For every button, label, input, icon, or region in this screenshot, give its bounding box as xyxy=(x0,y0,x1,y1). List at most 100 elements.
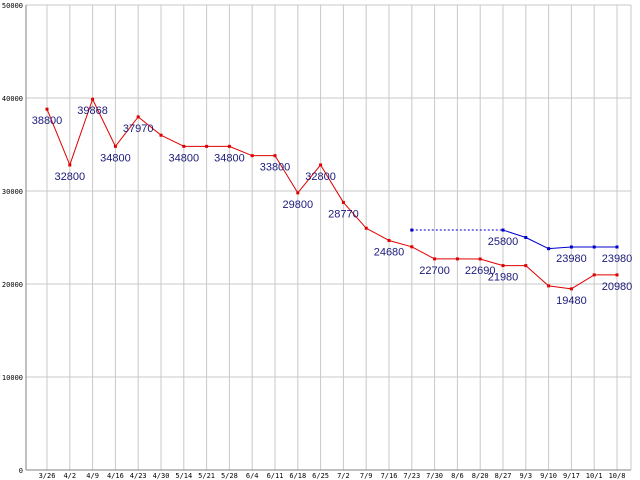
data-label: 25800 xyxy=(488,236,519,248)
data-label: 37970 xyxy=(123,123,154,135)
data-label: 29800 xyxy=(283,199,314,211)
data-label: 23980 xyxy=(602,253,633,265)
data-label: 39868 xyxy=(77,105,108,117)
series-0-point xyxy=(615,273,619,277)
x-tick-label: 9/3 xyxy=(519,472,532,480)
x-tick-label: 7/2 xyxy=(337,472,350,480)
data-label: 34800 xyxy=(169,152,200,164)
series-0-segment xyxy=(388,239,412,248)
series-0-point xyxy=(433,257,437,261)
x-tick-label: 10/8 xyxy=(609,472,626,480)
x-tick-label: 6/4 xyxy=(246,472,259,480)
series-0-point xyxy=(455,257,459,261)
series-1-segment xyxy=(548,246,572,250)
y-tick-labels: 0 10000 20000 30000 40000 50000 xyxy=(2,2,23,475)
series-0-point xyxy=(547,284,551,288)
data-label: 28770 xyxy=(328,208,359,220)
grid xyxy=(26,4,631,471)
series-0-point xyxy=(250,154,254,158)
series-0-segment xyxy=(46,108,71,166)
y-tick-label: 0 xyxy=(19,467,23,475)
series-0-segment xyxy=(548,285,572,290)
series-0-point xyxy=(205,144,209,148)
y-tick-label: 40000 xyxy=(2,95,23,103)
series-0-point xyxy=(319,163,323,167)
x-tick-label: 3/26 xyxy=(39,472,56,480)
series-0-point xyxy=(524,264,528,268)
series-0-point xyxy=(341,200,345,204)
y-tick-label: 10000 xyxy=(2,374,23,382)
data-labels: 38800 32800 39868 34800 37970 34800 34800 33800… xyxy=(32,105,633,307)
series-0-segment xyxy=(480,258,504,267)
data-label: 33800 xyxy=(260,162,291,174)
data-label: 19480 xyxy=(556,295,587,307)
y-tick-label: 20000 xyxy=(2,281,23,289)
x-tick-label: 6/25 xyxy=(312,472,329,480)
series-0-point xyxy=(387,238,391,242)
x-tick-label: 10/1 xyxy=(586,472,603,480)
series-0-point xyxy=(113,144,117,148)
series-0-segment xyxy=(92,99,116,147)
series xyxy=(45,97,619,291)
x-tick-label: 8/27 xyxy=(495,472,512,480)
series-0-segment xyxy=(160,134,185,147)
series-1-segment xyxy=(525,237,549,250)
series-0-segment xyxy=(320,164,344,203)
series-0-segment xyxy=(229,145,253,157)
data-label: 22700 xyxy=(419,265,450,277)
series-0-point xyxy=(68,163,72,167)
y-tick-label: 30000 xyxy=(2,188,23,196)
x-tick-label: 9/17 xyxy=(563,472,580,480)
series-1-point xyxy=(547,247,551,251)
series-1-point xyxy=(410,228,414,232)
series-1-point xyxy=(569,245,573,249)
data-label: 32800 xyxy=(305,171,336,183)
axes xyxy=(25,5,632,471)
data-label: 24680 xyxy=(374,246,405,258)
series-0-point xyxy=(569,287,573,291)
series-0-segment xyxy=(297,164,321,194)
series-0-point xyxy=(592,273,596,277)
data-label: 20980 xyxy=(602,281,633,293)
series-0-point xyxy=(227,144,231,148)
x-tick-label: 7/30 xyxy=(426,472,443,480)
data-label: 23980 xyxy=(556,253,587,265)
x-tick-label: 5/21 xyxy=(198,472,215,480)
data-label: 32800 xyxy=(55,171,86,183)
series-1-point xyxy=(592,245,596,249)
series-0-point xyxy=(273,154,277,158)
x-tick-labels: 3/26 4/2 4/9 4/16 4/23 4/30 5/14 5/21 5/28 6/4 6/1… xyxy=(39,472,626,480)
series-0-point xyxy=(296,191,300,195)
series-1-point xyxy=(615,245,619,249)
series-0-point xyxy=(91,97,95,101)
x-tick-label: 7/23 xyxy=(403,472,420,480)
x-tick-label: 7/9 xyxy=(360,472,373,480)
x-tick-label: 4/23 xyxy=(130,472,147,480)
x-tick-label: 5/14 xyxy=(175,472,192,480)
data-label: 34800 xyxy=(100,152,131,164)
series-0-point xyxy=(410,245,414,249)
series-0-segment xyxy=(343,202,367,229)
series-0-point xyxy=(159,133,163,137)
x-tick-label: 5/28 xyxy=(221,472,238,480)
series-0-point xyxy=(45,107,49,111)
series-0-segment xyxy=(571,274,595,290)
x-tick-label: 4/9 xyxy=(86,472,99,480)
series-1-segment xyxy=(502,229,526,238)
series-0-segment xyxy=(69,99,94,166)
x-tick-label: 4/16 xyxy=(107,472,124,480)
series-0-point xyxy=(136,115,140,119)
x-tick-label: 6/18 xyxy=(289,472,306,480)
series-0-point xyxy=(478,257,482,261)
series-0-point xyxy=(501,264,505,268)
x-tick-label: 6/11 xyxy=(267,472,284,480)
data-label: 22690 xyxy=(465,265,496,277)
series-0-segment xyxy=(525,265,549,287)
x-tick-label: 7/16 xyxy=(381,472,398,480)
x-tick-label: 9/10 xyxy=(540,472,557,480)
x-tick-label: 4/2 xyxy=(63,472,76,480)
x-tick-label: 8/6 xyxy=(451,472,464,480)
data-label: 34800 xyxy=(214,152,245,164)
data-label: 21980 xyxy=(488,272,519,284)
